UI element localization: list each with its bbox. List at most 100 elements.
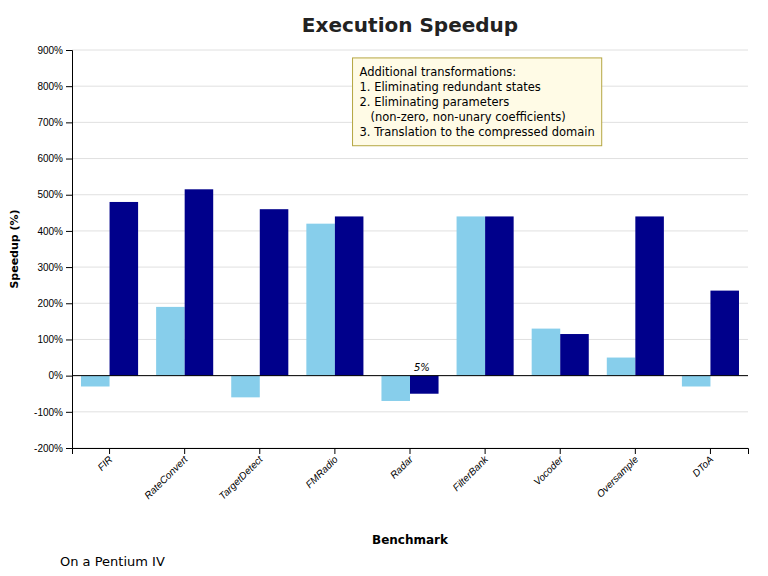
annotation-line: Additional transformations: [360,65,517,79]
tick-mark [66,231,72,232]
tick-mark [66,303,72,304]
tick-label: DToA [690,453,715,478]
baseline [72,375,748,376]
annotation-line: (non-zero, non-unary coefficients) [360,110,566,124]
bar [231,376,260,398]
tick-label: -100% [34,407,63,418]
tick: -100% [34,407,72,418]
bar [457,216,486,375]
tick-mark [66,448,72,449]
tick-mark [66,50,72,51]
bars [81,189,739,401]
grid-line [72,50,748,51]
annotation-line: 3. Translation to the compressed domain [360,125,595,139]
tick: FMRadio [303,448,340,490]
bar [710,291,739,376]
annotation: 5% [414,362,430,373]
tick-mark [66,195,72,196]
tick-label: 900% [37,45,63,56]
plot: -200%-100%0%100%200%300%400%500%600%700%… [34,45,748,502]
bar [410,376,439,394]
bar [682,376,711,387]
bar [532,329,561,376]
annotation-line: 1. Eliminating redundant states [360,80,541,94]
tick: 500% [37,189,72,200]
tick-label: FIR [95,454,114,473]
tick-mark [66,267,72,268]
tick-mark [66,339,72,340]
tick: 800% [37,81,72,92]
tick-mark [560,448,561,454]
tick-mark [410,448,411,454]
tick-label: 700% [37,117,63,128]
tick-label: 500% [37,189,63,200]
bar [260,209,289,375]
series [81,216,710,401]
tick: TargetDetect [217,448,266,502]
bar [110,202,139,376]
tick: Oversample [594,448,640,500]
annotation: Additional transformations:1. Eliminatin… [360,65,595,139]
tick: 700% [37,117,72,128]
grid-line [72,375,748,376]
bar [607,358,636,376]
tick-mark [334,448,335,454]
tick-label: TargetDetect [217,453,266,502]
tick-mark [66,412,72,413]
tick-mark [66,376,72,377]
x-axis-title: Benchmark [372,533,449,547]
tick-label: 800% [37,81,63,92]
tick: 100% [37,334,72,345]
tick-mark [259,448,260,454]
tick-mark [710,448,711,454]
tick-label: 200% [37,298,63,309]
tick: 600% [37,153,72,164]
tick-label: 400% [37,226,63,237]
tick: 200% [37,298,72,309]
grid-line [72,411,748,412]
grid [72,50,748,448]
tick: 400% [37,226,72,237]
title: Execution Speedup [302,13,518,37]
annotation-frame [353,58,602,146]
y-axis: -200%-100%0%100%200%300%400%500%600%700%… [34,45,72,454]
subtitle: On a Pentium IV [60,554,165,569]
tick: FilterBank [450,448,490,493]
tick-label: Radar [388,453,416,481]
series [110,189,739,393]
tick: RateConvert [142,448,190,501]
tick-label: RateConvert [142,453,190,501]
tick-label: Vocoder [531,453,565,487]
tick: 0% [49,370,72,381]
bar [81,376,110,387]
tick-mark [109,448,110,454]
tick: -200% [34,443,72,454]
axis-domain [73,449,749,455]
tick: Vocoder [531,448,565,488]
tick-label: -200% [34,443,63,454]
y-axis-title: Speedup (%) [8,209,21,288]
tick-mark [66,159,72,160]
annotation-line: 2. Eliminating parameters [360,95,510,109]
tick-mark [485,448,486,454]
tick-label: 0% [49,370,64,381]
axis-domain [66,51,73,449]
grid-line [72,194,748,195]
x-axis: FIR RateConvert TargetDetect FMRadio Radar Fi… [73,448,749,502]
bar [560,334,589,376]
tick-label: Oversample [594,453,640,499]
annotation-box: Additional transformations:1. Eliminatin… [353,58,602,146]
tick-label: FilterBank [450,453,490,493]
tick-mark [66,86,72,87]
tick-mark [66,122,72,123]
bar [185,189,214,375]
bar [335,216,364,375]
tick-label: 600% [37,153,63,164]
grid-line [72,158,748,159]
bar [635,216,664,375]
bar [485,216,514,375]
tick-label: 100% [37,334,63,345]
tick: 900% [37,45,72,56]
bar [156,307,185,376]
chart: -200%-100%0%100%200%300%400%500%600%700%… [0,0,768,576]
